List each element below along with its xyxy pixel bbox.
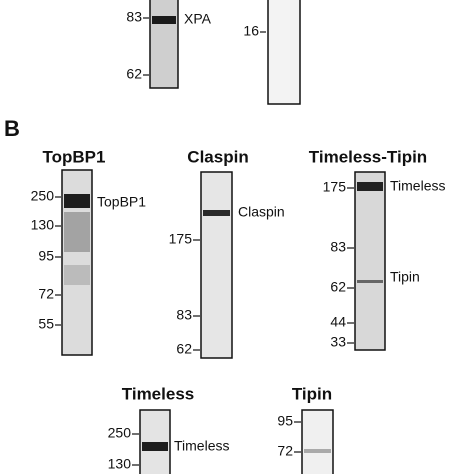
marker-label: 83 — [176, 307, 192, 323]
blot-title: TopBP1 — [43, 147, 106, 166]
marker-label: 83 — [126, 9, 142, 25]
blot-title: Claspin — [187, 147, 248, 166]
marker-label: 33 — [330, 334, 346, 350]
marker-label: 95 — [277, 413, 293, 429]
band — [152, 16, 176, 24]
marker-ticks — [294, 421, 301, 453]
band-label: Timeless — [174, 438, 230, 454]
lane — [200, 171, 233, 359]
band-label: Claspin — [238, 204, 285, 220]
band — [64, 265, 90, 285]
marker-ticks — [193, 239, 200, 351]
marker-label: 62 — [176, 341, 192, 357]
band — [203, 210, 230, 216]
band-label: Tipin — [390, 269, 420, 285]
lane — [354, 171, 386, 351]
marker-ticks — [347, 187, 354, 344]
band-label: TopBP1 — [97, 194, 146, 210]
blot-title: Timeless — [122, 384, 194, 403]
marker-label: 175 — [169, 231, 193, 247]
lane — [149, 0, 179, 89]
band — [64, 212, 90, 252]
marker-label: 72 — [277, 443, 293, 459]
band — [142, 442, 168, 451]
marker-label: 250 — [31, 188, 55, 204]
band-label: XPA — [184, 11, 212, 27]
marker-label: 95 — [38, 248, 54, 264]
marker-label: 16 — [243, 23, 259, 39]
lane — [301, 409, 334, 474]
marker-label: 250 — [108, 425, 132, 441]
marker-label: 130 — [31, 217, 55, 233]
panel-label: B — [4, 116, 20, 141]
marker-label: 44 — [330, 314, 346, 330]
marker-ticks — [132, 433, 139, 466]
marker-label: 130 — [108, 456, 132, 472]
band — [304, 449, 331, 453]
marker-label: 72 — [38, 286, 54, 302]
band — [64, 194, 90, 208]
marker-label: 62 — [126, 66, 142, 82]
marker-ticks — [55, 196, 61, 326]
band — [357, 280, 383, 283]
marker-label: 175 — [323, 179, 347, 195]
marker-label: 62 — [330, 279, 346, 295]
marker-label: 83 — [330, 239, 346, 255]
band — [357, 182, 383, 191]
band-label: Timeless — [390, 178, 446, 194]
lane — [267, 0, 301, 105]
blot-title: Tipin — [292, 384, 332, 403]
blot-title: Timeless-Tipin — [309, 147, 427, 166]
marker-label: 55 — [38, 316, 54, 332]
